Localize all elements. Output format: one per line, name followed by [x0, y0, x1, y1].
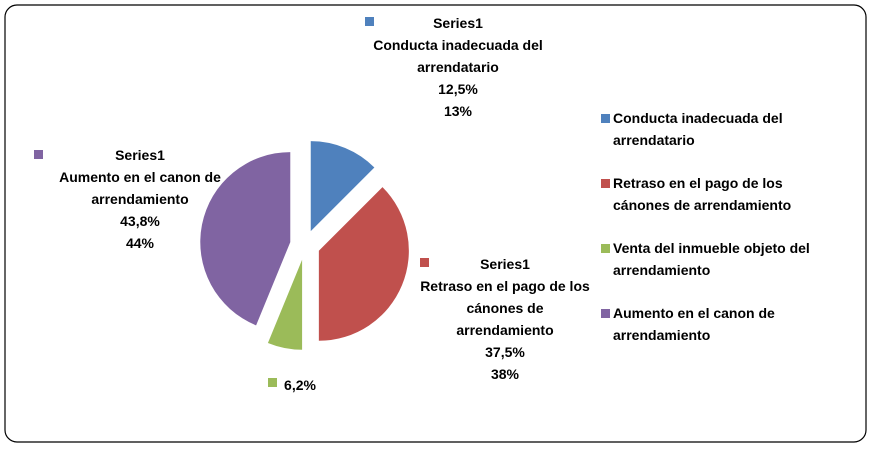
legend-entry: Retraso en el pago de los cánones de arr… [613, 175, 792, 213]
data-label: Series1 Aumento en el canon de arrendamie… [50, 144, 230, 254]
data-label: 6,2% [275, 374, 325, 396]
label-marker [420, 258, 429, 267]
label-value: 6,2% [284, 377, 316, 393]
label-percent: 38% [490, 366, 520, 382]
data-label: Series1 Conducta inadecuada del arrendata… [373, 12, 543, 122]
legend-marker [601, 179, 610, 188]
label-percent: 44% [125, 235, 155, 251]
label-value: 43,8% [120, 213, 160, 229]
label-category: Retraso en el pago de los cánones de arr… [420, 278, 590, 338]
label-value: 12,5% [438, 81, 478, 97]
legend-marker [601, 114, 610, 123]
label-marker [34, 150, 43, 159]
pie-slice [310, 141, 375, 232]
label-value: 37,5% [485, 344, 525, 360]
label-category: Aumento en el canon de arrendamiento [59, 169, 221, 207]
chart-border [4, 4, 867, 443]
legend-entry: Venta del inmueble objeto del arrendamie… [613, 240, 810, 278]
label-series: Series1 [115, 147, 165, 163]
pie-slice [318, 187, 409, 341]
legend-entry: Conducta inadecuada del arrendatario [613, 110, 783, 148]
pie-slice [267, 259, 303, 350]
label-percent: 13% [443, 103, 473, 119]
legend-entry: Aumento en el canon de arrendamiento [613, 305, 775, 343]
data-label: Series1 Retraso en el pago de los cánones… [420, 253, 590, 385]
legend-marker [601, 309, 610, 318]
pie-slice [200, 152, 291, 326]
label-marker [268, 378, 277, 387]
label-marker [365, 17, 374, 26]
label-category: Conducta inadecuada del arrendatario [373, 37, 543, 75]
legend-marker [601, 244, 610, 253]
label-series: Series1 [433, 15, 483, 31]
label-series: Series1 [480, 256, 530, 272]
